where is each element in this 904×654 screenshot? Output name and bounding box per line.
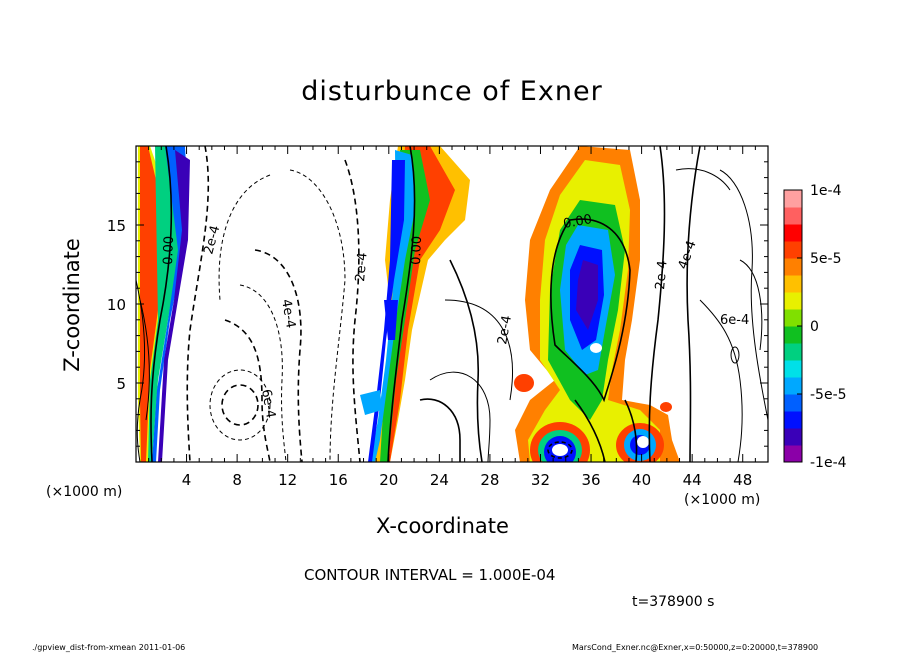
footer-left: ./gpview_dist-from-xmean 2011-01-06 [32, 643, 186, 652]
contour-label: 6e-4 [258, 388, 278, 419]
colorbar: 1e-4 5e-5 0 -5e-5 -1e-4 [783, 183, 847, 471]
y-tick-label: 5 [116, 375, 126, 393]
colorbar-swatch [784, 360, 802, 378]
y-axis-label: Z-coordinate [60, 238, 84, 372]
colorbar-swatch [784, 241, 802, 259]
x-tick-label: 28 [480, 471, 499, 489]
contour-label: 2e-4 [495, 314, 515, 345]
contour-label: 2e-4 [653, 260, 670, 290]
colorbar-tick-label: -1e-4 [810, 455, 847, 471]
x-axis-label: X-coordinate [376, 514, 509, 538]
footer-right: MarsCond_Exner.nc@Exner,x=0:50000,z=0:20… [572, 643, 819, 652]
x-tick-label: 24 [430, 471, 449, 489]
colorbar-swatch [784, 411, 802, 429]
colorbar-swatch [784, 377, 802, 395]
contour-interval-text: CONTOUR INTERVAL = 1.000E-04 [304, 566, 556, 584]
x-tick-label: 40 [632, 471, 651, 489]
x-tick-label: 20 [379, 471, 398, 489]
colorbar-swatch [784, 224, 802, 242]
contour-label: 2e-4 [201, 224, 223, 256]
colorbar-swatch [784, 428, 802, 446]
x-tick-label: 44 [683, 471, 702, 489]
colorbar-tick-label: 5e-5 [810, 251, 841, 267]
colorbar-swatch [784, 394, 802, 412]
chart-title: disturbunce of Exner [301, 76, 603, 107]
colorbar-swatch [784, 190, 802, 208]
y-tick-label: 15 [107, 217, 126, 235]
time-label: t=378900 s [632, 594, 715, 610]
x-tick-label: 8 [232, 471, 242, 489]
x-tick-label: 32 [531, 471, 550, 489]
x-tick-label: 12 [278, 471, 297, 489]
colorbar-tick-label: 0 [810, 319, 819, 335]
colorbar-swatch [784, 326, 802, 344]
x-tick-label: 36 [581, 471, 600, 489]
colorbar-swatch [784, 275, 802, 293]
x-tick-label: 4 [182, 471, 192, 489]
colorbar-tick-label: 1e-4 [810, 183, 842, 199]
x-unit-label-left: (×1000 m) [46, 484, 123, 500]
contour-label: 4e-4 [278, 298, 298, 329]
contour-label: 0.00 [562, 212, 593, 232]
contour-lines [136, 146, 768, 462]
colorbar-swatch [784, 258, 802, 276]
x-tick-label: 16 [329, 471, 348, 489]
x-tick-label: 48 [733, 471, 752, 489]
contour-label-group: 0.00 2e-4 0.00 2e-4 4e-4 6e-4 2e-4 0.00 … [161, 212, 749, 419]
color-fill-layer [138, 146, 680, 462]
y-tick-label: 10 [107, 296, 126, 314]
x-unit-label-right: (×1000 m) [684, 492, 761, 508]
contour-label: 0.00 [409, 236, 425, 265]
colorbar-swatch [784, 343, 802, 361]
colorbar-tick-label: -5e-5 [810, 387, 847, 403]
contour-label: 0.00 [161, 236, 177, 265]
contour-label: 6e-4 [720, 313, 749, 328]
colorbar-swatch [784, 207, 802, 225]
contour-label: 2e-4 [353, 252, 370, 282]
contour-label: 4e-4 [676, 239, 700, 272]
colorbar-swatch [784, 292, 802, 310]
colorbar-swatch [784, 309, 802, 327]
colorbar-swatch [784, 445, 802, 463]
